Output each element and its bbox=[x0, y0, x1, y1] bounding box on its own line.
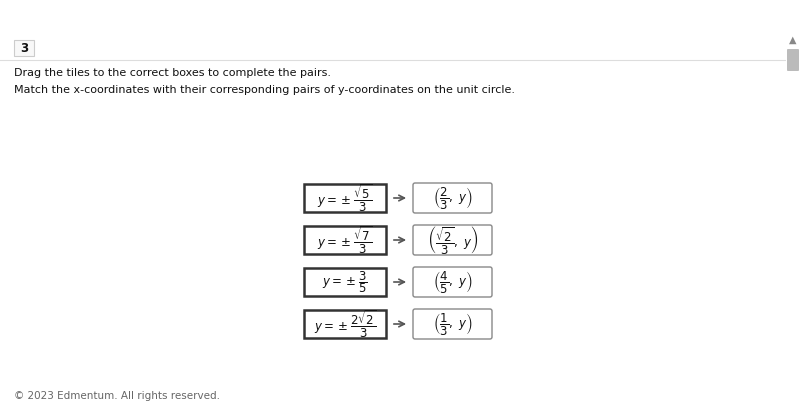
Text: © 2023 Edmentum. All rights reserved.: © 2023 Edmentum. All rights reserved. bbox=[14, 391, 220, 401]
Text: 3: 3 bbox=[74, 8, 84, 22]
Text: ● Submit Test: ● Submit Test bbox=[620, 10, 693, 20]
Text: The Unit Circle: Mastery Test: The Unit Circle: Mastery Test bbox=[209, 9, 399, 22]
FancyBboxPatch shape bbox=[413, 309, 492, 339]
Text: Drag the tiles to the correct boxes to complete the pairs.: Drag the tiles to the correct boxes to c… bbox=[14, 68, 331, 78]
FancyBboxPatch shape bbox=[304, 268, 386, 296]
Text: ▾: ▾ bbox=[83, 10, 88, 20]
Text: $y = \pm\dfrac{2\sqrt{2}}{3}$: $y = \pm\dfrac{2\sqrt{2}}{3}$ bbox=[314, 308, 377, 340]
FancyBboxPatch shape bbox=[304, 310, 386, 338]
Text: $\left(\dfrac{1}{3},\ y\right)$: $\left(\dfrac{1}{3},\ y\right)$ bbox=[433, 311, 472, 337]
FancyBboxPatch shape bbox=[413, 225, 492, 255]
Text: ✂ Tools: ✂ Tools bbox=[700, 10, 738, 20]
FancyBboxPatch shape bbox=[304, 184, 386, 212]
FancyBboxPatch shape bbox=[787, 49, 799, 71]
Text: $y = \pm\dfrac{3}{5}$: $y = \pm\dfrac{3}{5}$ bbox=[322, 269, 368, 295]
Text: ▲: ▲ bbox=[790, 35, 797, 45]
FancyBboxPatch shape bbox=[14, 40, 34, 56]
Text: $y = \pm\dfrac{\sqrt{5}}{3}$: $y = \pm\dfrac{\sqrt{5}}{3}$ bbox=[318, 182, 373, 214]
Text: ℹ Info: ℹ Info bbox=[764, 10, 791, 20]
FancyBboxPatch shape bbox=[413, 267, 492, 297]
Text: $\left(\dfrac{2}{3},\ y\right)$: $\left(\dfrac{2}{3},\ y\right)$ bbox=[433, 185, 472, 211]
Text: Next ●: Next ● bbox=[96, 10, 133, 20]
Text: ● Previous: ● Previous bbox=[8, 10, 65, 20]
FancyBboxPatch shape bbox=[304, 226, 386, 254]
FancyBboxPatch shape bbox=[413, 183, 492, 213]
Text: $\left(\dfrac{\sqrt{2}}{3},\ y\right)$: $\left(\dfrac{\sqrt{2}}{3},\ y\right)$ bbox=[426, 224, 478, 256]
Text: $\left(\dfrac{4}{5},\ y\right)$: $\left(\dfrac{4}{5},\ y\right)$ bbox=[433, 269, 472, 295]
Text: 3: 3 bbox=[20, 42, 28, 55]
Text: Match the x-coordinates with their corresponding pairs of y-coordinates on the u: Match the x-coordinates with their corre… bbox=[14, 85, 515, 95]
Text: $y = \pm\dfrac{\sqrt{7}}{3}$: $y = \pm\dfrac{\sqrt{7}}{3}$ bbox=[318, 224, 373, 256]
